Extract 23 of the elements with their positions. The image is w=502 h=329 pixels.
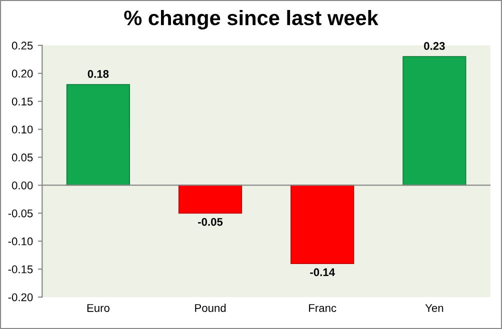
y-tick-label: -0.20: [8, 293, 33, 302]
x-tick-label: Franc: [309, 304, 336, 312]
y-tick-label: 0.20: [12, 70, 33, 78]
y-tick-label: 0.25: [12, 42, 33, 50]
data-label: -0.14: [310, 268, 335, 276]
data-label: 0.23: [424, 42, 445, 50]
bar: [178, 184, 242, 214]
x-tick-label: Euro: [87, 304, 110, 312]
y-tick-label: 0.10: [12, 126, 33, 134]
y-tick-label: -0.10: [8, 237, 33, 246]
data-label: 0.18: [88, 70, 109, 78]
bar: [290, 184, 354, 264]
x-tick-label: Pound: [195, 304, 226, 312]
y-tick-label: -0.15: [8, 265, 33, 274]
bar: [402, 56, 466, 186]
x-tick-label: Yen: [425, 304, 444, 312]
bar: [66, 84, 130, 186]
chart-title: % change since last week: [124, 10, 378, 30]
y-tick-label: 0.05: [12, 154, 33, 162]
y-tick-label: 0.15: [12, 98, 33, 106]
data-label: -0.05: [198, 218, 223, 226]
y-tick-label: -0.05: [8, 209, 33, 218]
y-tick-label: 0.00: [12, 181, 33, 190]
